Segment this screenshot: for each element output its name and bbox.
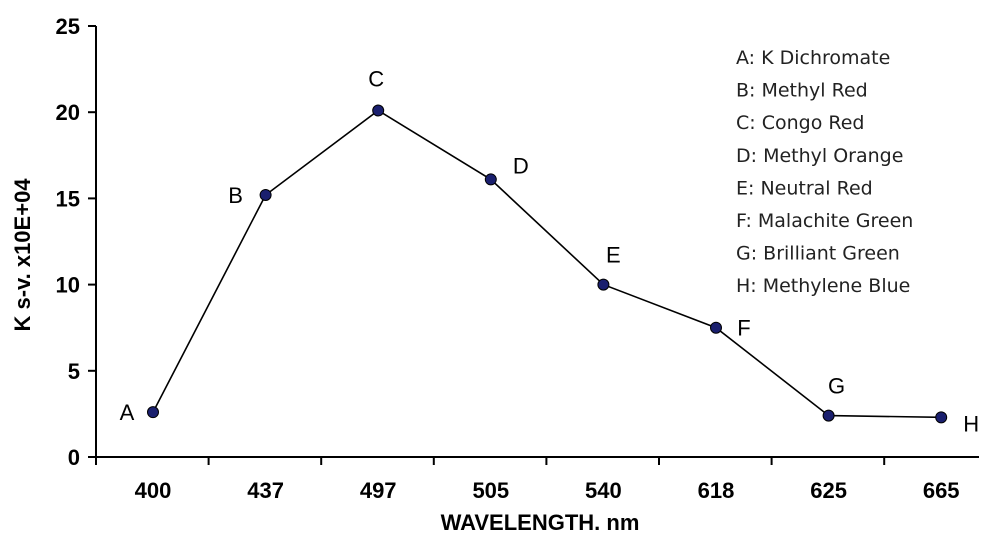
x-tick-label: 618 (698, 478, 735, 503)
y-tick-label: 0 (68, 445, 80, 470)
legend: A: K Dichromate B: Methyl Red C: Congo Red… (736, 47, 913, 297)
legend-entry: C: Congo Red (736, 112, 864, 134)
data-point (710, 321, 722, 334)
x-axis-title: WAVELENGTH. nm (441, 510, 640, 533)
axes (95, 26, 979, 458)
y-axis-ticks: 0 5 10 15 20 25 (56, 14, 96, 470)
point-labels: A B C D E F G H (120, 66, 979, 436)
x-tick-label: 625 (810, 478, 847, 503)
legend-entry: A: K Dichromate (736, 47, 890, 69)
y-tick-label: 5 (68, 359, 80, 384)
point-label: E (606, 243, 621, 268)
x-tick-label: 505 (472, 478, 509, 503)
legend-entry: F: Malachite Green (736, 210, 913, 232)
point-label: F (737, 316, 750, 341)
x-axis-ticks: 400 437 497 505 540 618 625 665 (95, 457, 960, 503)
point-label: A (120, 400, 135, 425)
legend-entry: G: Brilliant Green (736, 243, 900, 265)
data-point (147, 406, 159, 419)
y-tick-label: 25 (56, 14, 80, 39)
x-tick-label: 540 (585, 478, 622, 503)
data-point (484, 173, 497, 186)
legend-entry: E: Neutral Red (736, 177, 873, 199)
point-label: G (828, 374, 845, 399)
y-tick-label: 20 (56, 100, 80, 125)
data-point (372, 104, 385, 117)
x-tick-label: 665 (923, 478, 960, 503)
series-group (147, 104, 948, 424)
point-label: H (963, 411, 979, 436)
legend-entry: B: Methyl Red (736, 80, 868, 102)
data-point (935, 411, 948, 424)
y-axis-title: K s-v. x10E+04 (10, 178, 35, 332)
x-tick-label: 400 (135, 478, 172, 503)
point-label: C (368, 66, 384, 91)
y-tick-label: 15 (56, 186, 80, 211)
point-label: D (513, 153, 529, 178)
data-point (597, 278, 610, 291)
legend-entry: D: Methyl Orange (736, 145, 903, 167)
x-tick-label: 497 (360, 478, 397, 503)
point-label: B (228, 183, 243, 208)
data-point (822, 409, 835, 422)
data-point (259, 188, 272, 201)
y-tick-label: 10 (56, 273, 80, 298)
series-line (152, 109, 942, 419)
legend-entry: H: Methylene Blue (736, 275, 910, 297)
x-tick-label: 437 (247, 478, 284, 503)
